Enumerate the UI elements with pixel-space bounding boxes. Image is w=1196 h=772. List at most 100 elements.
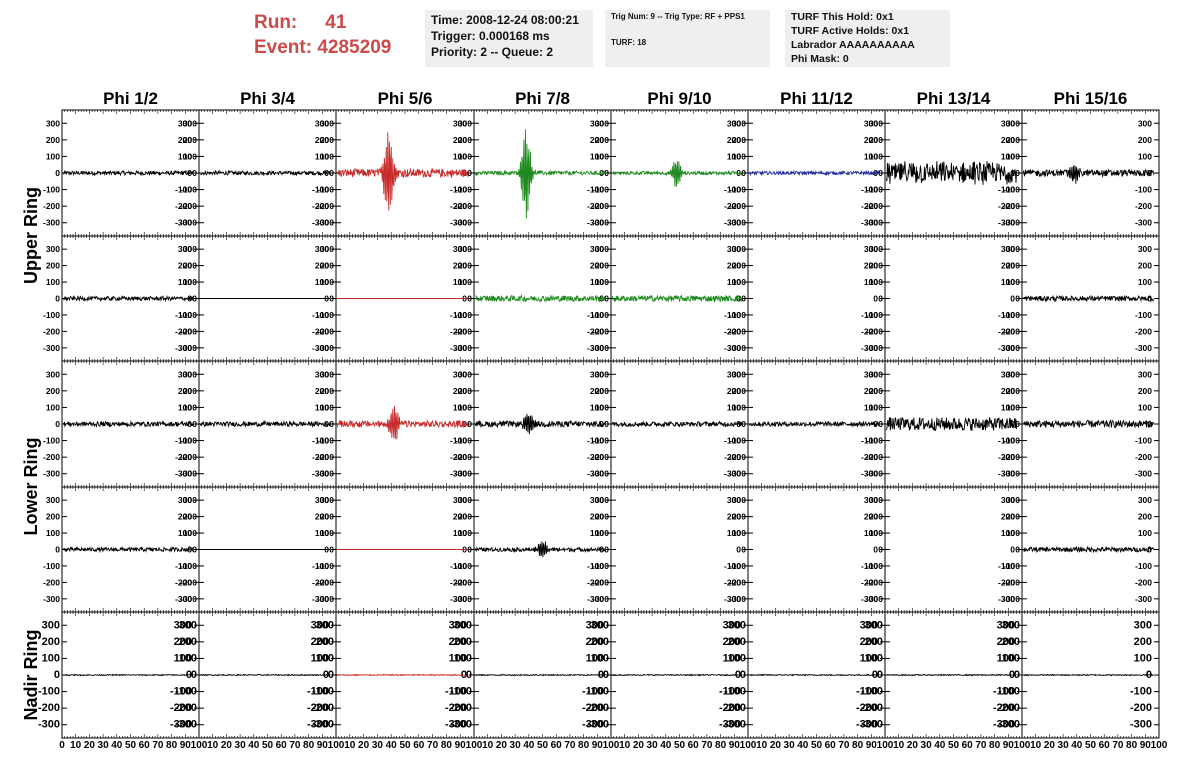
- y-tick-label: -300: [1135, 218, 1152, 228]
- y-tick-label: 200: [1006, 512, 1020, 522]
- y-tick-label: 100: [869, 528, 883, 538]
- y-tick-label: 0: [741, 545, 746, 555]
- y-tick-label: -200: [587, 326, 604, 336]
- y-tick-label: -300: [866, 343, 883, 353]
- y-tick-label: 200: [42, 636, 60, 648]
- y-tick-label: 0: [1015, 168, 1020, 178]
- column-title: Phi 3/4: [240, 89, 295, 108]
- y-tick-label: -300: [724, 218, 741, 228]
- y-tick-label: -200: [175, 201, 192, 211]
- y-tick-label: 0: [467, 545, 472, 555]
- y-tick-label: 300: [315, 495, 329, 505]
- y-tick-label: 200: [320, 512, 334, 522]
- y-tick-label: 100: [320, 277, 334, 287]
- y-tick-label: 300: [1138, 495, 1152, 505]
- y-tick-label: -100: [587, 310, 604, 320]
- y-tick-label: 300: [453, 118, 467, 128]
- y-tick-label: 300: [595, 118, 609, 128]
- y-tick-label: -100: [180, 185, 197, 195]
- y-tick-label: 200: [458, 261, 472, 271]
- y-tick-label: -300: [43, 343, 60, 353]
- y-tick-label: 100: [1001, 277, 1015, 287]
- waveform-trace: [63, 673, 194, 677]
- y-tick-label: 300: [458, 244, 472, 254]
- y-tick-label: 0: [878, 294, 883, 304]
- y-tick-label: 100: [178, 402, 192, 412]
- y-tick-label: 300: [727, 369, 741, 379]
- y-tick-label: 200: [869, 261, 883, 271]
- y-tick-label: -100: [1135, 436, 1152, 446]
- y-tick-label: 300: [1006, 118, 1020, 128]
- y-tick-label: 100: [183, 402, 197, 412]
- y-tick-label: 200: [453, 512, 467, 522]
- y-tick-label: 100: [1001, 151, 1015, 161]
- y-tick-label: -200: [861, 201, 878, 211]
- y-tick-label: 100: [586, 652, 604, 664]
- y-tick-label: -100: [729, 310, 746, 320]
- y-tick-label: -100: [1003, 561, 1020, 571]
- y-tick-label: 0: [740, 669, 746, 681]
- y-tick-label: -100: [43, 436, 60, 446]
- y-tick-label: -300: [861, 469, 878, 479]
- y-tick-label: -200: [450, 702, 472, 714]
- y-tick-label: 0: [467, 294, 472, 304]
- trigger-text: Trigger: 0.000168 ms: [431, 29, 550, 43]
- y-tick-label: -200: [170, 702, 192, 714]
- column-title: Phi 15/16: [1054, 89, 1128, 108]
- y-tick-label: 200: [453, 135, 467, 145]
- y-tick-label: -300: [729, 469, 746, 479]
- y-tick-label: -300: [998, 218, 1015, 228]
- y-tick-label: 100: [453, 151, 467, 161]
- y-tick-label: 100: [727, 277, 741, 287]
- y-tick-label: -300: [180, 343, 197, 353]
- y-tick-label: 0: [329, 419, 334, 429]
- y-tick-label: -200: [1003, 452, 1020, 462]
- y-tick-label: 300: [183, 244, 197, 254]
- y-tick-label: 100: [1001, 402, 1015, 412]
- y-tick-label: 100: [1006, 277, 1020, 287]
- y-tick-label: -100: [175, 561, 192, 571]
- y-tick-label: -200: [719, 702, 741, 714]
- y-tick-label: -200: [592, 577, 609, 587]
- y-tick-label: -100: [866, 310, 883, 320]
- y-tick-label: -100: [175, 686, 197, 698]
- y-tick-label: -300: [312, 469, 329, 479]
- y-tick-label: 100: [46, 528, 60, 538]
- y-tick-label: 300: [1006, 495, 1020, 505]
- y-tick-label: 100: [320, 151, 334, 161]
- y-tick-label: 200: [864, 135, 878, 145]
- time-info-box: Time: 2008-12-24 08:00:21 Trigger: 0.000…: [425, 10, 593, 67]
- y-tick-label: 0: [1147, 294, 1152, 304]
- y-tick-label: 100: [458, 277, 472, 287]
- y-tick-label: 0: [604, 545, 609, 555]
- y-tick-label: 100: [732, 151, 746, 161]
- time-text: Time: 2008-12-24 08:00:21: [431, 13, 579, 27]
- y-tick-label: -200: [175, 452, 192, 462]
- run-event-header: Run: 41 Event: 4285209: [254, 10, 391, 60]
- y-tick-label: 0: [466, 669, 472, 681]
- y-tick-label: -200: [1003, 577, 1020, 587]
- y-tick-label: -100: [455, 185, 472, 195]
- y-tick-label: -300: [729, 343, 746, 353]
- y-tick-label: 100: [458, 151, 472, 161]
- y-tick-label: -200: [455, 326, 472, 336]
- y-tick-label: -200: [724, 702, 746, 714]
- y-tick-label: 300: [728, 619, 746, 631]
- y-tick-label: 100: [315, 528, 329, 538]
- y-tick-label: 100: [453, 528, 467, 538]
- y-tick-label: 0: [604, 419, 609, 429]
- y-tick-label: 100: [46, 151, 60, 161]
- y-tick-label: 0: [873, 545, 878, 555]
- y-tick-label: 200: [315, 261, 329, 271]
- y-tick-label: -200: [587, 577, 604, 587]
- y-tick-label: -200: [592, 452, 609, 462]
- column-title: Phi 5/6: [378, 89, 433, 108]
- y-tick-label: -200: [445, 702, 467, 714]
- y-tick-label: -100: [861, 310, 878, 320]
- waveform-trace: [885, 161, 1017, 185]
- y-tick-label: -200: [455, 201, 472, 211]
- y-tick-label: 100: [1006, 528, 1020, 538]
- y-tick-label: 200: [727, 386, 741, 396]
- y-tick-label: -300: [180, 469, 197, 479]
- y-tick-label: -100: [587, 436, 604, 446]
